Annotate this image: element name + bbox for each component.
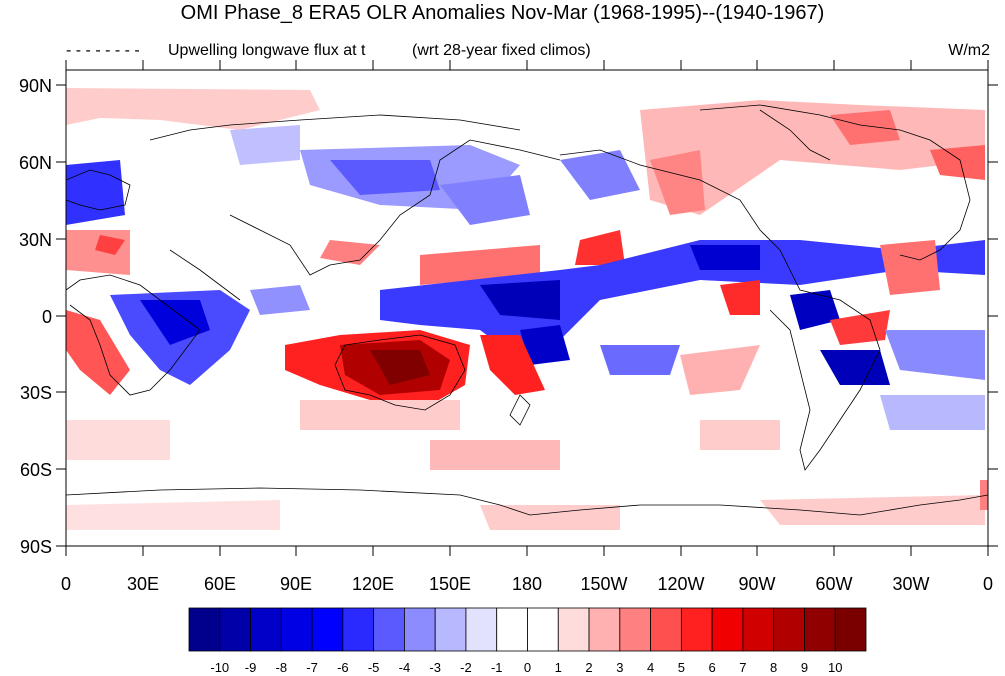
- colorbar-tick-label: 1: [554, 660, 562, 675]
- colorbar-box: [342, 607, 375, 652]
- colorbar-box: [711, 607, 744, 652]
- colorbar-box: [496, 607, 528, 652]
- lon-label: 180: [512, 574, 542, 594]
- colorbar-tick-label: 0: [523, 660, 532, 675]
- map-title: OMI Phase_8 ERA5 OLR Anomalies Nov-Mar (…: [180, 2, 825, 24]
- colorbar-tick-label: 8: [770, 660, 778, 675]
- colorbar-tick-label: 2: [585, 660, 593, 675]
- lat-label: 60N: [19, 153, 52, 173]
- lon-label: 120E: [352, 574, 394, 594]
- lon-label: 120W: [657, 574, 704, 594]
- colorbar-tick-label: -7: [306, 660, 318, 675]
- colorbar-box: [742, 607, 775, 652]
- colorbar-box: [557, 607, 590, 652]
- colorbar-box: [804, 607, 836, 652]
- lon-label: 0: [983, 574, 993, 594]
- lat-label: 90S: [20, 537, 52, 557]
- colorbar-tick-label: -9: [244, 660, 257, 675]
- colorbar-tick-label: -4: [398, 660, 411, 675]
- legend-dashed-line: - - - - - - - -: [66, 42, 140, 59]
- colorbar-box: [434, 607, 467, 652]
- lon-label: 30E: [127, 574, 159, 594]
- lat-label: 90N: [19, 76, 52, 96]
- lon-label: 60E: [204, 574, 236, 594]
- colorbar-box: [588, 607, 621, 652]
- units-label: W/m2: [948, 42, 990, 59]
- lon-label: 150W: [580, 574, 627, 594]
- subtitle-climo: (wrt 28-year fixed climos): [412, 42, 591, 59]
- colorbar-box: [465, 607, 498, 652]
- axis-ticks: [56, 60, 998, 556]
- colorbar-box: [311, 607, 344, 652]
- lon-label: 150E: [429, 574, 471, 594]
- colorbar-tick-label: 4: [646, 660, 655, 675]
- colorbar-box: [404, 607, 436, 652]
- lon-label: 90W: [738, 574, 775, 594]
- colorbar-tick-label: -1: [490, 660, 503, 675]
- colorbar-tick-label: 3: [616, 660, 624, 675]
- lon-label: 90E: [280, 574, 312, 594]
- colorbar-box: [619, 607, 651, 652]
- colorbar-tick-label: 7: [739, 660, 747, 675]
- colorbar-tick-label: 9: [800, 660, 809, 675]
- colorbar-tick-label: 10: [827, 660, 843, 675]
- colorbar-box: [373, 607, 405, 652]
- colorbar-box: [773, 607, 805, 652]
- colorbar-box: [188, 607, 221, 652]
- lat-label: 30N: [19, 230, 52, 250]
- colorbar-box: [219, 607, 251, 652]
- lat-label: 0: [42, 307, 52, 327]
- colorbar-box: [250, 607, 282, 652]
- subtitle-variable: Upwelling longwave flux at t: [168, 42, 366, 59]
- lon-label: 30W: [892, 574, 929, 594]
- colorbar-box: [650, 607, 682, 652]
- colorbar-box: [834, 607, 867, 652]
- colorbar-box: [280, 607, 313, 652]
- coastlines: [66, 104, 988, 516]
- colorbar-tick-label: -2: [460, 660, 472, 675]
- anomaly-field: [66, 85, 988, 545]
- colorbar-tick-label: 5: [677, 660, 685, 675]
- colorbar-box: [680, 607, 713, 652]
- colorbar-tick-label: -6: [337, 660, 349, 675]
- colorbar-tick-label: -3: [429, 660, 441, 675]
- colorbar-tick-label: -8: [275, 660, 288, 675]
- colorbar: [188, 607, 867, 652]
- colorbar-tick-label: -10: [210, 660, 230, 675]
- lat-label: 60S: [20, 460, 52, 480]
- colorbar-tick-label: 6: [708, 660, 716, 675]
- colorbar-tick-label: -5: [367, 660, 380, 675]
- lon-label: 60W: [815, 574, 852, 594]
- colorbar-box: [527, 607, 559, 652]
- lon-label: 0: [61, 574, 71, 594]
- lat-label: 30S: [20, 383, 52, 403]
